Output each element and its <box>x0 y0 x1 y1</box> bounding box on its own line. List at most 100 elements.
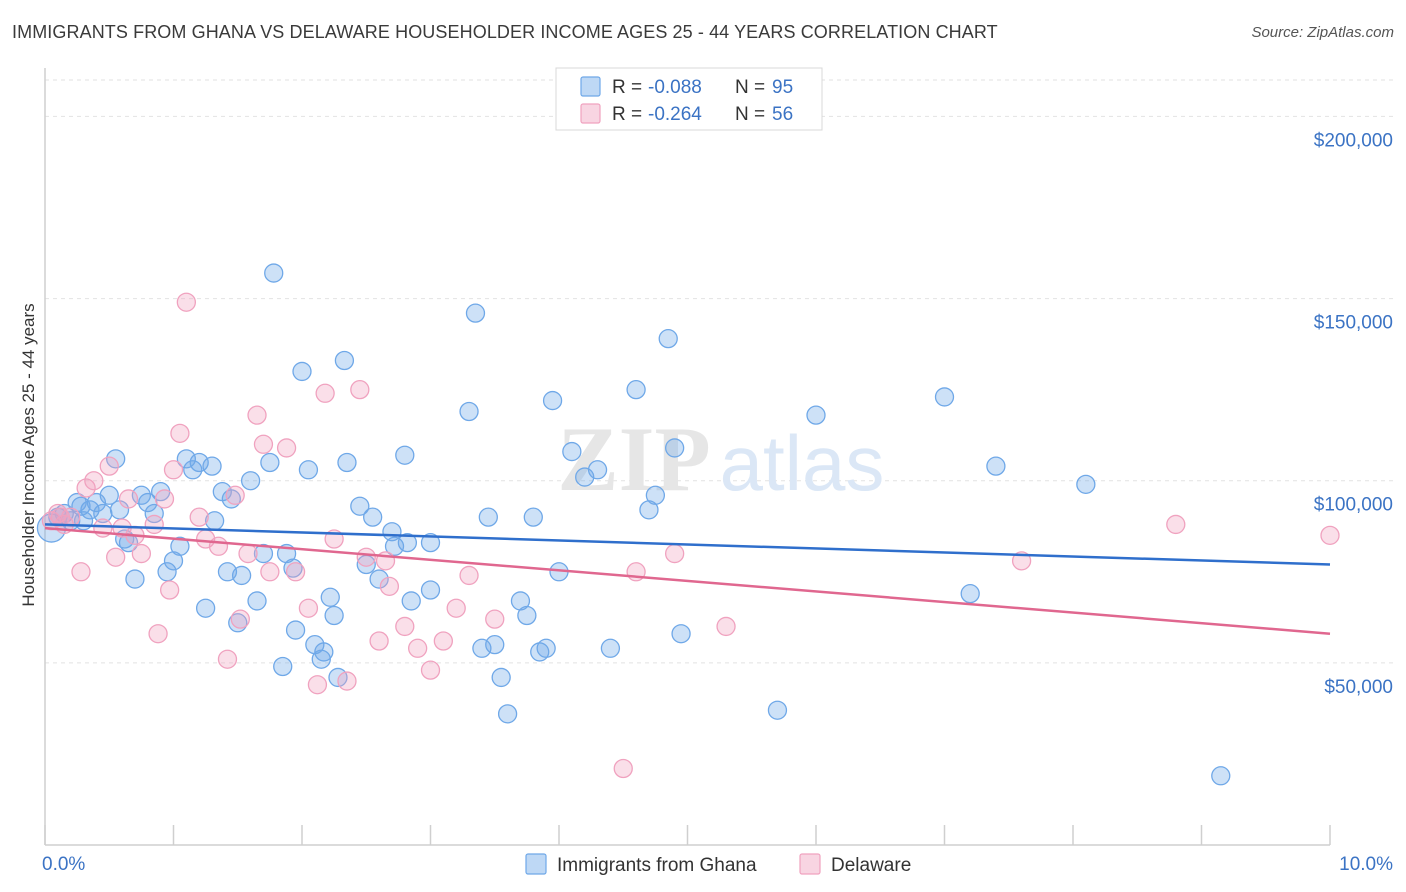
legend-r-label: R = <box>612 104 642 125</box>
ghana-point <box>314 642 334 662</box>
watermark: ZIP atlas <box>557 408 884 510</box>
ghana-point <box>542 390 563 411</box>
ghana-point <box>806 405 826 425</box>
ghana-point <box>337 452 357 473</box>
ghana-point <box>260 452 280 473</box>
watermark-zip: ZIP <box>557 408 710 510</box>
watermark-atlas: atlas <box>720 419 885 507</box>
ghana-point <box>934 387 955 407</box>
ghana-point <box>240 471 261 491</box>
delaware-point <box>356 547 376 567</box>
ghana-point <box>960 583 980 604</box>
chart-title: IMMIGRANTS FROM GHANA VS DELAWARE HOUSEH… <box>12 22 998 42</box>
ghana-point <box>253 543 274 564</box>
legend-swatch <box>580 76 601 97</box>
ghana-point <box>767 700 788 720</box>
tick-labels: $50,000 $100,000 $150,000 $200,000 0.0% 10.0% <box>42 130 1393 875</box>
series-legend-swatch <box>799 853 821 875</box>
ghana-point <box>247 591 267 611</box>
source-label: Source: ZipAtlas.com <box>1251 24 1394 41</box>
ghana-point <box>626 379 646 400</box>
ghana-point <box>231 565 252 586</box>
ghana-point <box>292 361 312 382</box>
ghana-point <box>401 591 421 611</box>
ghana-point <box>125 569 145 589</box>
delaware-point <box>337 671 357 691</box>
ghana-point <box>986 456 1006 476</box>
ghana-point <box>397 532 418 553</box>
legend-n-value: 95 <box>772 77 793 98</box>
legend-r-label: R = <box>612 77 642 98</box>
delaware-point <box>148 624 168 644</box>
legend-n-value: 56 <box>772 104 793 125</box>
ghana-point <box>491 667 511 688</box>
ghana-point <box>144 503 164 524</box>
y-tick-label: $100,000 <box>1314 495 1393 516</box>
delaware-point <box>298 598 319 618</box>
delaware-point <box>1166 514 1186 535</box>
delaware-point <box>230 609 250 629</box>
delaware-point <box>307 675 328 695</box>
delaware-trend-line <box>44 526 1331 635</box>
y-tick-label: $150,000 <box>1314 313 1393 334</box>
delaware-point <box>118 489 139 509</box>
ghana-point <box>202 456 222 476</box>
delaware-point <box>76 478 96 498</box>
legend-n-label: N = <box>735 104 765 125</box>
legend-r-value: -0.264 <box>648 104 702 125</box>
x-tick-label: 0.0% <box>42 854 85 875</box>
delaware-point <box>1320 525 1340 546</box>
ghana-point <box>562 441 582 462</box>
ghana-point <box>1076 474 1096 495</box>
ghana-point <box>517 605 537 626</box>
y-tick-label: $200,000 <box>1314 130 1393 151</box>
ghana-point <box>665 438 685 458</box>
delaware-point <box>189 507 209 527</box>
ghana-point <box>320 587 340 607</box>
legend-swatch <box>580 103 601 124</box>
ghana-point <box>170 536 190 556</box>
ghana-point <box>600 638 621 658</box>
ghana-point <box>478 507 498 527</box>
ghana-point <box>645 485 666 505</box>
ghana-point <box>587 460 608 480</box>
data-points <box>36 263 1340 786</box>
ghana-point <box>465 303 486 323</box>
legend-n-label: N = <box>735 77 765 98</box>
delaware-point <box>1011 551 1032 571</box>
ghana-point <box>420 532 441 553</box>
ghana-point <box>195 598 216 618</box>
ghana-point <box>217 562 238 582</box>
delaware-point <box>247 405 267 425</box>
ghana-point <box>324 605 344 626</box>
delaware-point <box>144 514 164 535</box>
delaware-point <box>369 631 389 651</box>
delaware-point <box>420 660 441 680</box>
delaware-point <box>395 616 415 637</box>
ghana-point <box>497 704 518 724</box>
ghana-point <box>363 507 383 527</box>
delaware-point <box>379 576 400 597</box>
delaware-point <box>217 649 238 669</box>
delaware-point <box>159 580 180 600</box>
y-tick-label: $50,000 <box>1324 677 1393 698</box>
delaware-point <box>84 471 104 491</box>
delaware-point <box>238 543 258 564</box>
series-legend-label: Delaware <box>831 855 911 876</box>
ghana-point <box>671 624 691 644</box>
delaware-point <box>71 562 91 582</box>
delaware-point <box>260 562 280 582</box>
ghana-trend-line <box>44 523 1331 566</box>
trend-lines <box>44 523 1331 635</box>
x-tick-label: 10.0% <box>1339 854 1393 875</box>
delaware-point <box>433 631 454 651</box>
series-legend: Immigrants from Ghana Delaware <box>525 853 911 876</box>
series-legend-label: Immigrants from Ghana <box>557 855 757 876</box>
delaware-point <box>276 438 297 458</box>
delaware-point <box>613 758 633 779</box>
delaware-point <box>446 598 466 618</box>
ghana-point <box>485 634 505 655</box>
ghana-point <box>99 485 119 505</box>
ghana-point <box>658 328 678 349</box>
delaware-point <box>285 562 306 582</box>
